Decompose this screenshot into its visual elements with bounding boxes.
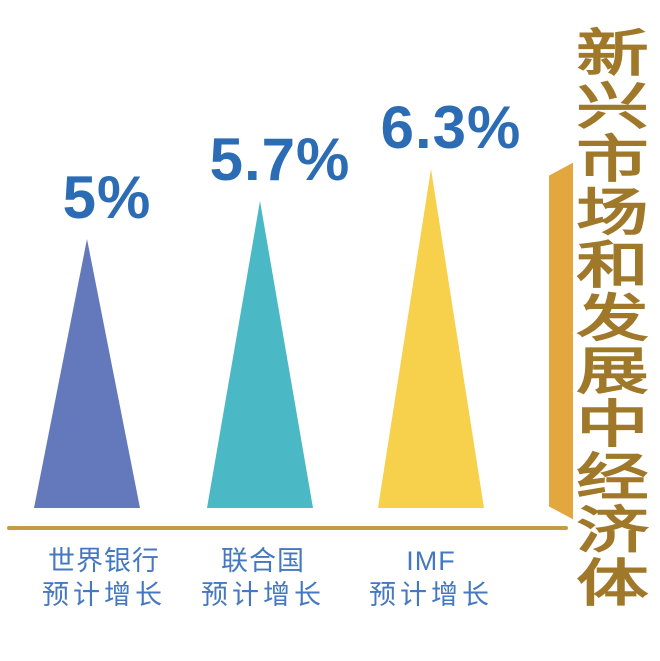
side-title-char: 兴 xyxy=(576,78,650,135)
category-subtitle: 预计增长 xyxy=(369,580,493,610)
axis-baseline xyxy=(7,526,568,530)
value-label-united-nations: 5.7% xyxy=(209,126,351,193)
side-title-char: 和 xyxy=(576,237,650,294)
side-title-char: 体 xyxy=(576,555,650,612)
side-title: 新兴市场和发展中经济体 xyxy=(577,27,649,610)
side-title-char: 济 xyxy=(576,502,650,559)
title-ribbon xyxy=(547,159,575,523)
triangle-bar-world-bank xyxy=(34,239,140,508)
category-name: IMF xyxy=(406,546,456,576)
category-subtitle: 预计增长 xyxy=(42,580,166,610)
side-title-char: 经 xyxy=(576,449,650,506)
category-name: 世界银行 xyxy=(48,546,160,576)
category-label-imf: IMF 预计增长 xyxy=(331,544,531,612)
side-title-char: 新 xyxy=(576,25,650,82)
side-title-char: 展 xyxy=(576,343,650,400)
triangle-bar-imf xyxy=(378,169,484,508)
category-label-united-nations: 联合国 预计增长 xyxy=(163,544,363,612)
triangle-bar-united-nations xyxy=(207,201,313,508)
category-name: 联合国 xyxy=(221,546,305,576)
side-title-char: 发 xyxy=(576,290,650,347)
side-title-char: 场 xyxy=(576,184,650,241)
value-label-world-bank: 5% xyxy=(62,164,152,231)
category-label-world-bank: 世界银行 预计增长 xyxy=(4,544,204,612)
value-label-imf: 6.3% xyxy=(380,94,522,161)
side-title-char: 中 xyxy=(576,396,650,453)
category-subtitle: 预计增长 xyxy=(201,580,325,610)
side-title-char: 市 xyxy=(576,131,650,188)
